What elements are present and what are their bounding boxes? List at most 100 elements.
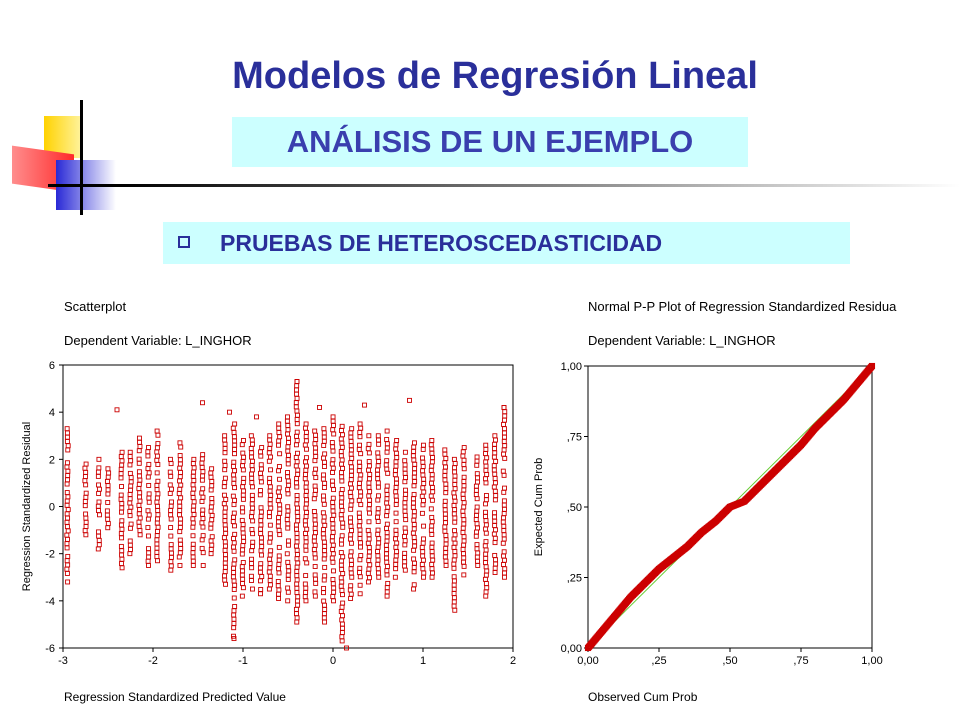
scatter-point [267,539,273,545]
scatter-point [403,475,409,480]
scatter-point [384,534,390,540]
scatter-point [329,534,335,540]
scatter-point [460,513,466,518]
scatter-point [429,574,435,580]
scatter-point [461,445,467,450]
scatter-point [483,467,489,473]
scatter-point [312,576,318,582]
scatter-point [321,501,327,507]
scatter-point [294,438,300,444]
scatter-point [285,414,290,420]
scatter-point [384,547,390,553]
scatter-point [222,437,228,443]
scatter-xtick-label: -2 [148,655,158,667]
scatter-point [276,442,281,448]
scatter-point [402,525,408,531]
scatter-point [411,448,417,454]
scatter-point [452,540,458,546]
scatter-point [384,466,390,472]
scatter-point [178,482,184,488]
scatter-point [155,512,161,518]
scatter-point [376,574,382,580]
scatter-point [276,527,282,533]
scatter-point [267,475,273,481]
scatter-point [191,456,197,462]
scatter-point [249,463,255,469]
scatter-point [167,456,173,462]
scatter-point [365,446,371,452]
scatter-point [250,544,255,549]
scatter-point [267,441,273,447]
scatter-point [317,405,322,410]
scatter-point [154,520,160,526]
scatter-point [177,524,183,530]
scatter-point [339,566,345,572]
scatter-point [231,548,237,554]
scatter-point [293,404,299,410]
scatter-point [249,450,255,456]
scatter-point [421,536,426,542]
scatter-point [222,552,228,558]
scatter-point [321,548,327,554]
scatter-point [442,507,448,513]
scatter-point [339,508,345,513]
scatter-point [375,506,381,512]
scatter-point [501,562,506,567]
scatter-point [321,577,327,583]
scatter-point [240,509,246,515]
scatter-point [349,528,354,534]
scatter-point [294,383,300,389]
scatter-point [190,558,196,564]
scatter-point [502,570,508,576]
scatter-point [367,497,373,503]
scatter-point [339,470,344,476]
scatter-point [442,460,448,466]
scatter-point [209,517,215,523]
scatter-point [276,485,282,491]
scatter-point [357,429,363,435]
scatter-point [348,540,354,546]
pp-xtick-label: ,50 [722,655,737,667]
scatter-point [294,526,299,532]
scatter-point [384,458,390,464]
scatter-point [339,423,345,429]
scatter-point [295,602,301,608]
scatter-point [402,496,408,502]
scatter-point [500,540,506,546]
scatter-point [393,485,399,490]
pp-xtick-label: ,25 [651,655,666,667]
scatter-point [451,456,457,462]
scatter-point [321,493,326,499]
scatter-point [154,533,160,539]
scatter-point [276,544,282,550]
scatter-point [412,466,418,472]
scatter-point [249,526,255,532]
scatter-point [208,508,214,514]
scatter-point [294,433,299,439]
scatter-point [240,480,246,485]
scatter-point [483,572,489,578]
scatter-point [64,460,70,466]
scatter-point [461,504,467,510]
scatter-point [191,512,197,517]
scatter-point [276,519,281,525]
scatter-point [375,553,381,559]
scatter-ytick-label: -4 [45,596,55,608]
scatter-point [209,513,215,518]
scatter-point [411,483,417,489]
scatter-point [419,510,425,516]
scatter-point [502,417,507,423]
scatter-point [303,585,309,591]
scatter-point [492,497,498,503]
scatter-point [96,482,101,488]
scatter-point [385,580,391,586]
scatter-point [231,463,236,469]
scatter-point [267,582,273,588]
decorative-logo [0,100,140,215]
scatter-point [285,470,290,475]
scatter-point [366,566,372,572]
scatter-point [474,521,480,527]
scatter-point [402,542,408,548]
scatter-point [267,578,273,583]
scatter-point [313,445,319,451]
